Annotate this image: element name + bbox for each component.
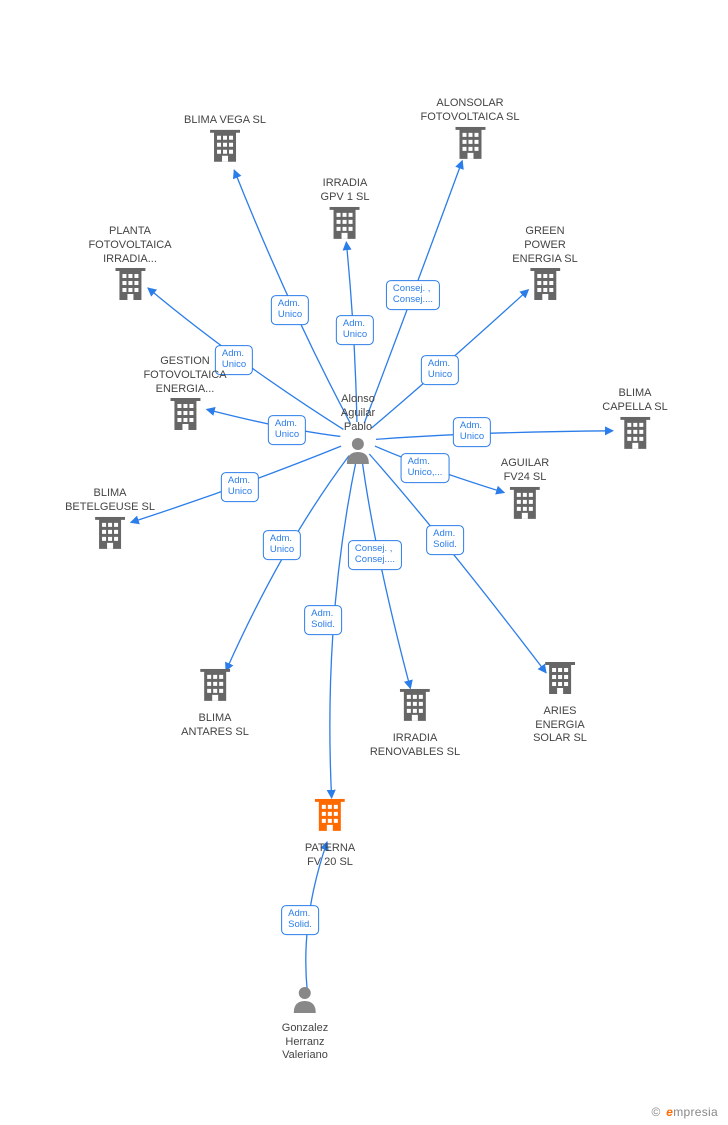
edge xyxy=(375,446,504,492)
edge xyxy=(148,288,344,430)
edge xyxy=(369,454,546,673)
edge xyxy=(364,161,462,424)
edge xyxy=(207,409,341,436)
edge xyxy=(346,242,357,422)
edge xyxy=(330,458,357,798)
edge xyxy=(376,431,613,440)
copyright-symbol: © xyxy=(651,1105,660,1119)
edge xyxy=(226,456,349,671)
edge xyxy=(306,842,327,992)
network-diagram xyxy=(0,0,728,1125)
edge xyxy=(362,458,411,689)
brand-rest: mpresia xyxy=(673,1105,718,1119)
edge xyxy=(131,446,341,522)
footer-credit: © empresia xyxy=(651,1105,718,1119)
edge xyxy=(234,170,350,424)
edge xyxy=(371,290,528,429)
